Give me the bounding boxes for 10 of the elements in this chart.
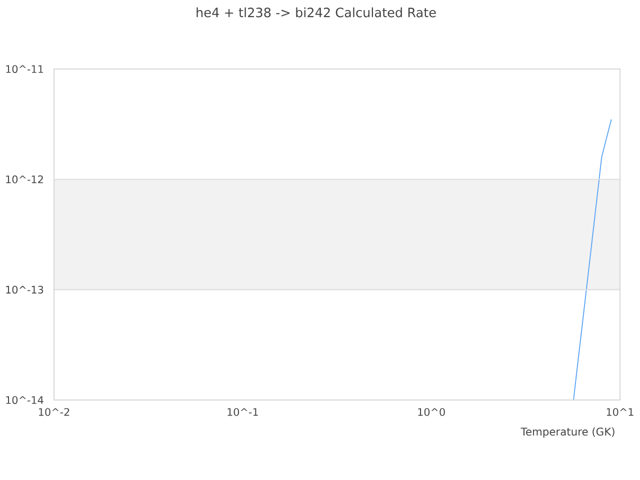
y-tick-label: 10^-13 bbox=[6, 286, 44, 294]
chart-title: he4 + tl238 -> bi242 Calculated Rate bbox=[196, 7, 436, 18]
x-axis-title: Temperature (GK) bbox=[520, 427, 614, 438]
y-tick-label: 10^-14 bbox=[6, 396, 44, 404]
y-tick-label: 10^-12 bbox=[6, 175, 43, 184]
x-tick-label: 10^0 bbox=[418, 408, 445, 416]
x-tick-label: 10^1 bbox=[606, 408, 634, 416]
y-tick-label: 10^-11 bbox=[6, 65, 43, 73]
x-tick-label: 10^-1 bbox=[228, 408, 258, 416]
x-tick-label: 10^-2 bbox=[38, 408, 70, 416]
